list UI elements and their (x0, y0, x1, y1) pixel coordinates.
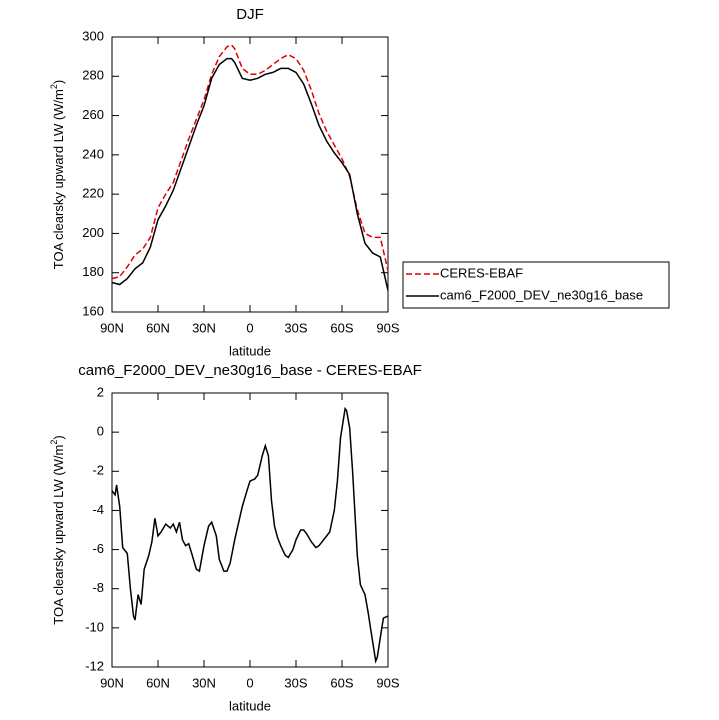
x-axis-label: latitude (229, 343, 271, 358)
y-axis-label: TOA clearsky upward LW (W/m2) (49, 80, 66, 269)
y-tick-label: -4 (92, 502, 104, 517)
y-tick-label: 0 (97, 424, 104, 439)
data-line (111, 57, 389, 291)
plot-frame (111, 36, 389, 313)
x-tick-label: 30S (284, 675, 307, 690)
y-tick-label: 2 (97, 384, 104, 399)
y-tick-label: -10 (85, 619, 104, 634)
x-tick-label: 60N (146, 675, 170, 690)
y-tick-label: 280 (82, 68, 104, 83)
legend-box (402, 261, 670, 309)
x-tick-label: 90S (376, 675, 399, 690)
x-tick-label: 0 (246, 675, 253, 690)
x-tick-label: 60S (330, 675, 353, 690)
legend-label: CERES-EBAF (440, 265, 523, 280)
y-tick-label: 160 (82, 303, 104, 318)
y-tick-label: -2 (92, 463, 104, 478)
x-tick-label: 30S (284, 320, 307, 335)
y-tick-label: 300 (82, 28, 104, 43)
x-tick-label: 90N (100, 675, 124, 690)
data-line (111, 406, 389, 664)
x-tick-label: 90S (376, 320, 399, 335)
y-tick-label: -8 (92, 580, 104, 595)
x-tick-label: 30N (192, 675, 216, 690)
data-line (111, 43, 389, 280)
chart-title: DJF (236, 6, 264, 23)
y-tick-label: 240 (82, 146, 104, 161)
chart-title: cam6_F2000_DEV_ne30g16_base - CERES-EBAF (78, 362, 422, 379)
x-tick-label: 30N (192, 320, 216, 335)
x-axis-label: latitude (229, 698, 271, 713)
y-tick-label: 200 (82, 225, 104, 240)
y-tick-label: -12 (85, 658, 104, 673)
y-axis-label: TOA clearsky upward LW (W/m2) (49, 435, 66, 624)
x-tick-label: 60N (146, 320, 170, 335)
x-tick-label: 90N (100, 320, 124, 335)
y-tick-label: 220 (82, 186, 104, 201)
legend-label: cam6_F2000_DEV_ne30g16_base (440, 287, 643, 302)
y-tick-label: 260 (82, 107, 104, 122)
y-tick-label: -6 (92, 541, 104, 556)
x-tick-label: 60S (330, 320, 353, 335)
x-tick-label: 0 (246, 320, 253, 335)
y-tick-label: 180 (82, 264, 104, 279)
